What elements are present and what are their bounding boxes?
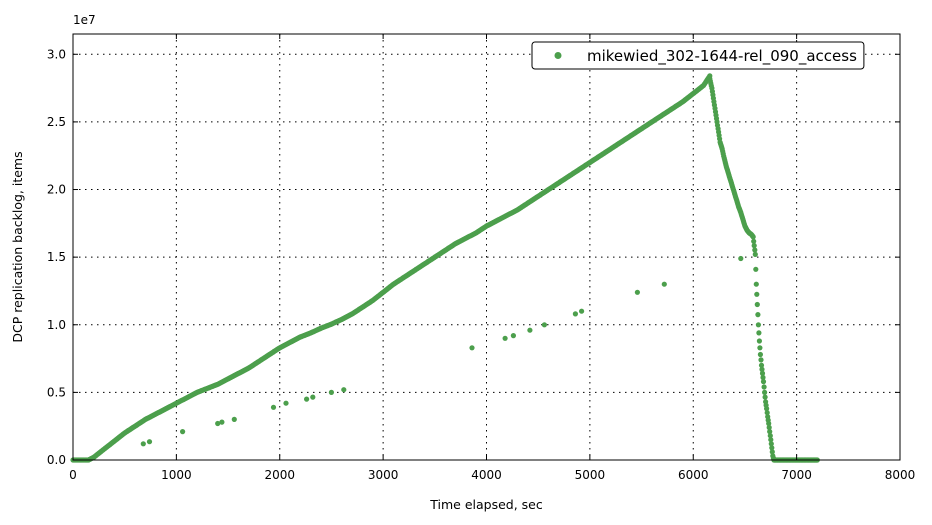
data-point (310, 394, 316, 400)
data-point (219, 419, 225, 425)
data-point (755, 322, 762, 328)
data-point (755, 312, 761, 318)
data-point (751, 238, 757, 244)
tick-labels: 0 1000 2000 3000 4000 5000 6000 7000 8000 0.0 0.5 1… (47, 47, 915, 482)
data-point (502, 335, 508, 341)
data-point (752, 247, 758, 253)
y-axis-label: DCP replication backlog, items (10, 151, 25, 342)
data-point (759, 370, 766, 376)
x-tick-label: 3000 (368, 468, 399, 482)
data-point (579, 308, 585, 314)
x-tick-label: 0 (69, 468, 77, 482)
data-point (753, 281, 759, 287)
data-point (752, 251, 758, 257)
data-point (510, 333, 516, 339)
legend-box (531, 41, 865, 70)
data-point (766, 424, 772, 431)
data-point (762, 394, 768, 400)
plot-frame (72, 33, 901, 461)
data-point (753, 266, 759, 272)
data-point (764, 406, 770, 412)
data-point (759, 366, 765, 372)
grid-lines (73, 34, 900, 460)
y-tick-label: 2.5 (47, 115, 66, 129)
x-tick-label: 7000 (781, 468, 812, 482)
data-point (764, 410, 770, 416)
y-tick-label: 2.0 (47, 183, 66, 197)
data-point (180, 429, 186, 435)
data-point (769, 449, 775, 455)
legend: mikewied_302-1644-rel_090_access (531, 41, 865, 70)
data-point (760, 379, 767, 385)
data-point (541, 322, 548, 328)
y-tick-label: 0.0 (47, 453, 66, 467)
data-point (304, 396, 310, 402)
x-tick-label: 2000 (264, 468, 295, 482)
y-offset-label: 1e7 (73, 13, 96, 27)
data-point (231, 416, 237, 422)
axis-ticks (72, 34, 901, 461)
data-point (738, 255, 744, 262)
data-point (767, 433, 773, 439)
x-tick-label: 8000 (885, 468, 916, 482)
x-axis-label: Time elapsed, sec (429, 497, 543, 512)
data-point (761, 384, 767, 390)
data-point (757, 351, 764, 358)
data-point (760, 374, 766, 381)
y-tick-label: 1.5 (47, 250, 66, 264)
x-tick-label: 1000 (161, 468, 192, 482)
data-point (762, 389, 768, 395)
data-point (768, 437, 774, 443)
legend-entry: mikewied_302-1644-rel_090_access (587, 47, 857, 66)
data-point (661, 281, 667, 287)
data-point (756, 330, 762, 336)
y-tick-label: 0.5 (47, 385, 66, 399)
data-point (754, 291, 760, 297)
data-point (758, 362, 765, 368)
data-point (634, 289, 641, 295)
data-point (750, 234, 756, 240)
y-tick-label: 1.0 (47, 318, 66, 332)
x-tick-label: 4000 (471, 468, 502, 482)
x-tick-label: 6000 (678, 468, 709, 482)
data-point (572, 311, 579, 317)
data-point (341, 387, 347, 393)
data-point (215, 420, 221, 427)
data-point (283, 400, 289, 406)
legend-marker (554, 52, 562, 59)
data-point (766, 420, 772, 427)
data-point (767, 429, 773, 435)
data-point (469, 345, 475, 351)
data-point (754, 301, 760, 308)
data-point (757, 345, 763, 351)
data-point (769, 445, 775, 451)
data-points (70, 73, 820, 463)
data-point (328, 389, 334, 395)
y-tick-label: 3.0 (47, 47, 66, 61)
data-point (527, 327, 533, 333)
data-point (758, 357, 764, 363)
data-point (270, 404, 277, 410)
data-point (140, 441, 146, 447)
x-tick-label: 5000 (575, 468, 606, 482)
data-point (751, 243, 757, 249)
data-point (768, 441, 774, 447)
data-point (756, 338, 763, 344)
data-point (146, 439, 153, 445)
